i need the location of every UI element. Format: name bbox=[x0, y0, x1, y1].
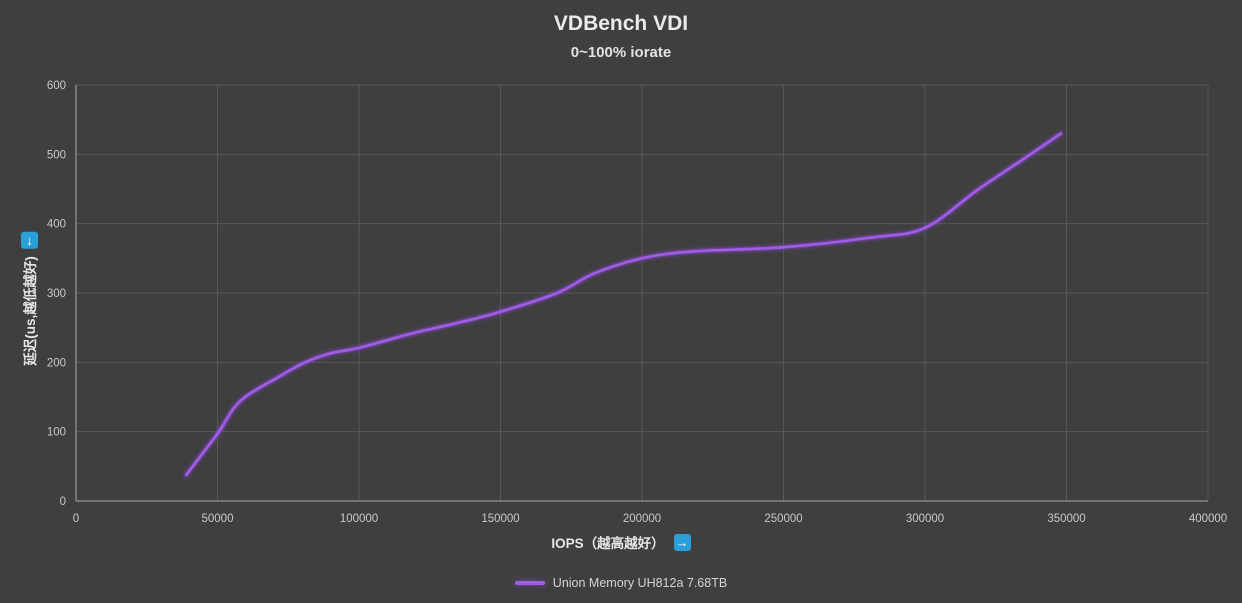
x-tick-label: 350000 bbox=[1047, 513, 1085, 525]
x-tick-label: 200000 bbox=[623, 513, 661, 525]
y-tick-label: 400 bbox=[47, 219, 66, 231]
x-tick-label: 100000 bbox=[340, 513, 378, 525]
y-axis-title: 延迟(us,越低越好) bbox=[23, 256, 38, 366]
y-tick-label: 600 bbox=[47, 80, 66, 92]
x-tick-label: 0 bbox=[73, 513, 79, 525]
x-tick-label: 150000 bbox=[481, 513, 519, 525]
y-tick-label: 100 bbox=[47, 427, 66, 439]
x-axis-title: IOPS（越高越好） bbox=[551, 536, 665, 551]
series-line bbox=[185, 132, 1063, 476]
y-tick-label: 500 bbox=[47, 149, 66, 161]
x-tick-label: 300000 bbox=[906, 513, 944, 525]
legend-swatch bbox=[514, 581, 545, 585]
x-tick-label: 400000 bbox=[1189, 513, 1227, 525]
x-tick-label: 250000 bbox=[764, 513, 802, 525]
series-line-glow bbox=[181, 129, 1066, 480]
chart-title: VDBench VDI bbox=[553, 12, 689, 35]
y-tick-label: 300 bbox=[47, 288, 66, 300]
y-axis-title-group: 延迟(us,越低越好) ↓ bbox=[19, 232, 39, 366]
series-line-glow bbox=[183, 131, 1064, 478]
down-arrow-icon: ↓ bbox=[20, 232, 38, 250]
y-tick-label: 200 bbox=[47, 357, 66, 369]
x-axis-title-group: IOPS（越高越好） → bbox=[0, 532, 1242, 552]
legend: Union Memory UH812a 7.68TB bbox=[0, 576, 1242, 590]
y-tick-label: 0 bbox=[60, 496, 66, 508]
right-arrow-icon: → bbox=[673, 533, 691, 551]
legend-label: Union Memory UH812a 7.68TB bbox=[552, 576, 728, 590]
x-tick-label: 50000 bbox=[202, 513, 234, 525]
chart-subtitle: 0~100% iorate bbox=[570, 44, 672, 61]
